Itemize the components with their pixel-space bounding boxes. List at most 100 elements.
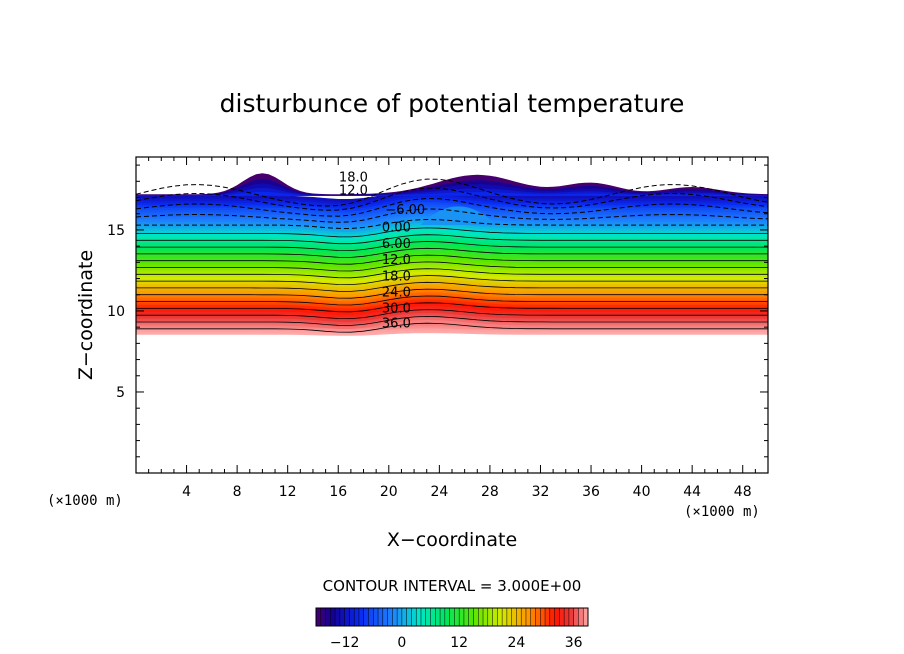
contour-line-positive: [136, 322, 768, 333]
contour-line-negative: [136, 187, 768, 211]
colorbar-cell: [483, 608, 489, 626]
contour-label: 12.0: [382, 253, 411, 268]
y-tick-label: 15: [107, 223, 125, 239]
colorbar-cell: [459, 608, 465, 626]
field-cap-layer: [136, 188, 768, 196]
colorbar-cell: [492, 608, 498, 626]
colorbar-cell: [564, 608, 570, 626]
colorbar-cell: [330, 608, 336, 626]
x-unit-left: (×1000 m): [47, 493, 123, 509]
colorbar-cell: [344, 608, 350, 626]
colorbar-cell: [373, 608, 379, 626]
colorbar-cell: [473, 608, 479, 626]
colorbar-cell: [416, 608, 422, 626]
x-tick-label: 8: [233, 484, 242, 500]
contour-label: 30.0: [382, 302, 411, 317]
axis-ticks: [136, 157, 768, 473]
contour-line-positive: [136, 275, 768, 286]
colorbar-cell: [420, 608, 427, 626]
x-tick-label: 40: [633, 484, 651, 500]
colorbar-cell: [354, 608, 360, 626]
colorbar-cell: [392, 608, 398, 626]
colorbar-cell: [468, 608, 474, 626]
x-tick-label: 48: [734, 484, 752, 500]
field-dome: [420, 206, 497, 226]
contour-label: 18.0: [339, 170, 368, 185]
contour-label: 24.0: [382, 286, 411, 301]
colorbar-tick-label: −12: [330, 635, 360, 651]
colorbar-cell: [349, 608, 355, 626]
colorbar-cell: [454, 608, 460, 626]
colorbar-cell: [506, 608, 512, 626]
contour-line-positive: [136, 254, 768, 265]
colorbar-cell: [339, 608, 345, 626]
colorbar-cell: [516, 608, 522, 626]
contour-line-negative: [136, 218, 768, 230]
contour-labels: 18.012.0−6.000.006.0012.018.024.030.036.…: [339, 170, 425, 331]
contour-line-negative: [136, 178, 768, 207]
colorbar-cell: [478, 608, 484, 626]
colorbar-cell: [320, 608, 326, 626]
contour-line-positive: [136, 281, 768, 292]
contour-label: 6.00: [382, 237, 411, 252]
contour-line-positive: [136, 234, 768, 245]
colorbar-cell: [325, 608, 331, 626]
x-tick-label: 12: [279, 484, 297, 500]
colorbar-cell: [568, 608, 574, 626]
contour-line-positive: [136, 315, 768, 326]
contour-label: −6.00: [385, 203, 425, 218]
contour-lines: [136, 178, 768, 333]
colorbar-cell: [554, 608, 560, 626]
colorbar-tick-labels: −12 0 12 24 36: [330, 635, 583, 651]
colorbar: [315, 607, 589, 627]
x-tick-label: 36: [582, 484, 600, 500]
colorbar-cell: [406, 608, 412, 626]
colorbar-cell: [549, 608, 555, 626]
colorbar-cell: [449, 608, 455, 626]
colorbar-cell: [497, 608, 503, 626]
contour-line-negative: [136, 197, 768, 217]
colorbar-cell: [463, 608, 469, 626]
y-axis-label: Z−coordinate: [75, 250, 97, 380]
contour-line-positive: [136, 227, 768, 238]
contour-line-positive: [136, 241, 768, 252]
x-tick-label: 32: [532, 484, 550, 500]
colorbar-cell: [573, 608, 579, 626]
contour-line-positive: [136, 295, 768, 306]
colorbar-cell: [535, 608, 541, 626]
colorbar-cell: [397, 608, 403, 626]
colorbar-cell: [382, 608, 388, 626]
colorbar-cell: [378, 608, 384, 626]
colorbar-cell: [511, 608, 517, 626]
field-cap-layer: [136, 191, 768, 196]
colorbar-cell: [411, 608, 417, 626]
x-axis-label: X−coordinate: [387, 529, 517, 551]
colorbar-cell: [545, 608, 551, 626]
colorbar-cell: [502, 608, 508, 626]
colorbar-cell: [487, 608, 493, 626]
x-unit-right: (×1000 m): [684, 504, 760, 520]
y-tick-label: 10: [107, 304, 125, 320]
colorbar-tick-label: 12: [450, 635, 468, 651]
colorbar-cell: [335, 608, 341, 626]
colorbar-cell: [401, 608, 407, 626]
y-tick-label: 5: [116, 385, 125, 401]
x-tick-label: 24: [430, 484, 448, 500]
colorbar-frame: [315, 607, 589, 627]
colorbar-cell: [440, 608, 446, 626]
x-tick-label: 44: [683, 484, 701, 500]
x-tick-label: 28: [481, 484, 499, 500]
contour-label: 36.0: [382, 316, 411, 331]
contour-label: 12.0: [339, 183, 368, 198]
colorbar-cell: [444, 608, 450, 626]
contour-line-positive: [136, 261, 768, 272]
colorbar-tick-label: 24: [508, 635, 526, 651]
y-tick-labels: 5 10 15: [107, 223, 125, 401]
contour-label: 0.00: [382, 221, 411, 236]
colorbar-cell: [316, 608, 322, 626]
contour-line-positive: [136, 302, 768, 313]
contour-label: 18.0: [382, 269, 411, 284]
x-tick-label: 20: [380, 484, 398, 500]
chart-title: disturbunce of potential temperature: [220, 89, 685, 118]
